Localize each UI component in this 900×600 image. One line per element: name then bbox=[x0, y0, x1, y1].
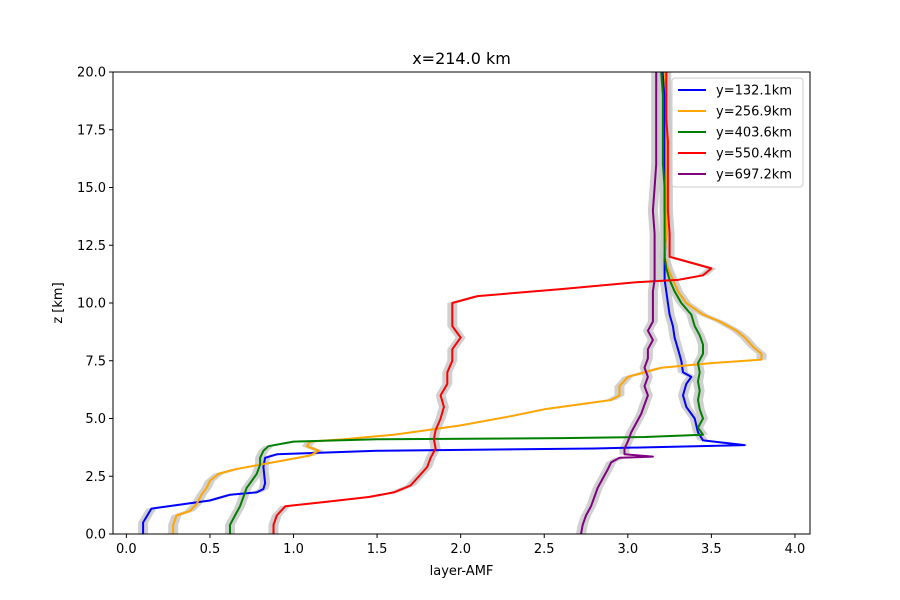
legend-entry: y=132.1km bbox=[716, 84, 792, 99]
y-axis: 0.0 2.5 5.0 7.5 10.0 12.5 15.0 17.5 20.0 bbox=[77, 66, 113, 543]
x-axis-label: layer-AMF bbox=[430, 564, 494, 579]
x-tick-label: 1.0 bbox=[283, 542, 304, 557]
legend-entry: y=697.2km bbox=[716, 168, 792, 183]
chart-title: x=214.0 km bbox=[412, 49, 511, 68]
x-tick-label: 3.5 bbox=[701, 542, 722, 557]
x-tick-label: 3.0 bbox=[617, 542, 638, 557]
x-tick-label: 2.0 bbox=[450, 542, 471, 557]
y-tick-label: 17.5 bbox=[77, 123, 106, 138]
series-line bbox=[229, 71, 704, 534]
uncertainty-band bbox=[224, 72, 709, 534]
y-tick-label: 12.5 bbox=[77, 239, 106, 254]
legend-entry: y=403.6km bbox=[716, 126, 792, 141]
x-tick-label: 2.5 bbox=[534, 542, 555, 557]
uncertainty-bands bbox=[138, 72, 767, 534]
y-tick-label: 0.0 bbox=[85, 528, 106, 543]
x-axis: 0.0 0.5 1.0 1.5 2.0 2.5 3.0 3.5 4.0 bbox=[116, 534, 805, 557]
x-tick-label: 0.0 bbox=[116, 542, 137, 557]
legend-entry: y=550.4km bbox=[716, 147, 792, 162]
y-tick-label: 2.5 bbox=[85, 470, 106, 485]
uncertainty-band bbox=[575, 72, 662, 534]
x-tick-label: 4.0 bbox=[785, 542, 806, 557]
series-line bbox=[272, 72, 713, 534]
y-tick-label: 7.5 bbox=[85, 354, 106, 369]
y-tick-label: 20.0 bbox=[77, 66, 106, 81]
legend: y=132.1km y=256.9km y=403.6km y=550.4km y=69… bbox=[671, 77, 804, 188]
y-tick-label: 10.0 bbox=[77, 297, 106, 312]
legend-entry: y=256.9km bbox=[716, 105, 792, 120]
y-axis-label: z [km] bbox=[51, 282, 66, 323]
x-tick-label: 0.5 bbox=[200, 542, 221, 557]
x-tick-label: 1.5 bbox=[367, 542, 388, 557]
series-line bbox=[580, 72, 658, 535]
y-tick-label: 15.0 bbox=[77, 181, 106, 196]
series-lines bbox=[142, 71, 763, 535]
y-tick-label: 5.0 bbox=[85, 412, 106, 427]
legend-box bbox=[671, 77, 804, 188]
